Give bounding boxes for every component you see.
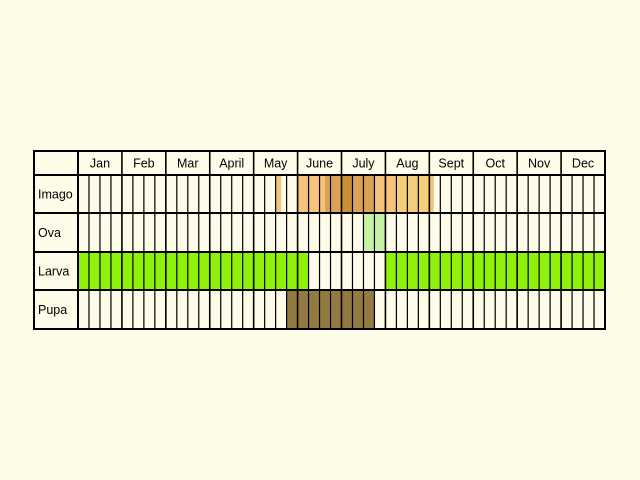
- month-label-oct: Oct: [485, 157, 505, 171]
- month-label-april: April: [219, 157, 244, 171]
- band-imago-7: [396, 175, 430, 213]
- stage-label-larva: Larva: [38, 265, 69, 279]
- month-label-june: June: [306, 157, 333, 171]
- band-imago-0: [275, 175, 282, 213]
- month-label-nov: Nov: [528, 157, 551, 171]
- band-larva-0: [78, 252, 309, 290]
- band-imago-2: [325, 175, 342, 213]
- month-label-july: July: [352, 157, 375, 171]
- month-label-aug: Aug: [396, 157, 418, 171]
- stage-label-ova: Ova: [38, 226, 61, 240]
- month-label-dec: Dec: [572, 157, 594, 171]
- labels-layer: Jan Feb Mar April May June July Aug Sept Oct Nov De…: [38, 157, 594, 318]
- month-label-mar: Mar: [177, 157, 199, 171]
- grid-layer: [33, 150, 606, 330]
- stage-label-pupa: Pupa: [38, 303, 67, 317]
- band-imago-8: [429, 175, 434, 213]
- stage-label-imago: Imago: [38, 188, 73, 202]
- month-label-may: May: [264, 157, 288, 171]
- month-label-feb: Feb: [133, 157, 155, 171]
- month-label-jan: Jan: [90, 157, 110, 171]
- band-imago-1: [297, 175, 326, 213]
- band-imago-3: [341, 175, 353, 213]
- band-imago-5: [374, 175, 391, 213]
- month-label-sept: Sept: [438, 157, 464, 171]
- band-imago-6: [390, 175, 397, 213]
